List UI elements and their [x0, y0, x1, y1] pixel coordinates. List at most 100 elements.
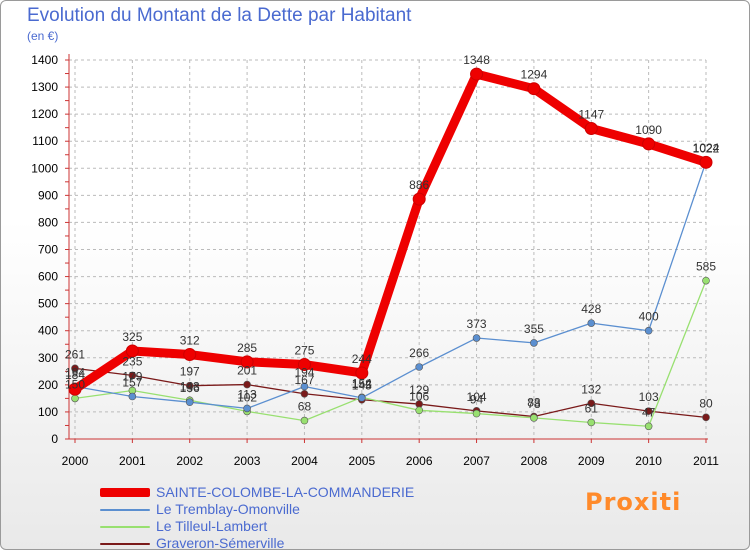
- data-label: 1294: [521, 68, 548, 82]
- data-point: [530, 414, 538, 422]
- data-point: [587, 319, 596, 327]
- data-point: [530, 339, 538, 347]
- data-point: [71, 364, 79, 373]
- data-label: 167: [294, 373, 314, 387]
- x-tick-label: 2011: [693, 454, 719, 468]
- data-label: 150: [65, 377, 85, 391]
- data-point: [243, 380, 251, 389]
- x-tick-label: 2000: [62, 454, 89, 468]
- data-label: 106: [409, 389, 429, 403]
- data-label: 61: [585, 401, 599, 415]
- y-tick-label: 300: [38, 351, 58, 365]
- data-label: 325: [122, 330, 142, 344]
- data-point: [185, 381, 194, 390]
- data-label: 355: [524, 322, 544, 336]
- data-label: 585: [696, 260, 716, 274]
- legend-swatch: [100, 488, 150, 497]
- data-point: [472, 334, 481, 342]
- x-tick-label: 2004: [291, 454, 318, 468]
- data-point: [355, 366, 369, 380]
- data-label: 104: [467, 390, 487, 404]
- legend-swatch: [100, 526, 150, 528]
- data-label: 78: [527, 397, 541, 411]
- data-label: 184: [65, 368, 85, 382]
- y-tick-label: 1000: [31, 161, 58, 175]
- data-label: 152: [352, 377, 372, 391]
- y-tick-label: 600: [38, 270, 58, 284]
- data-label: 1022: [693, 141, 720, 155]
- legend-swatch: [100, 509, 150, 511]
- legend-label: Graveron-Sémerville: [156, 535, 285, 551]
- y-tick-label: 1200: [31, 107, 58, 121]
- data-label: 102: [237, 390, 257, 404]
- data-label: 157: [122, 375, 142, 389]
- data-label: 154: [352, 376, 372, 390]
- data-label: 275: [294, 344, 314, 358]
- series-line-2: [74, 279, 707, 427]
- y-tick-label: 900: [38, 188, 58, 202]
- data-point: [68, 382, 82, 396]
- data-label: 197: [180, 365, 200, 379]
- data-point: [240, 355, 254, 369]
- data-label: 179: [122, 370, 142, 384]
- data-label: 194: [65, 365, 85, 379]
- x-tick-label: 2002: [176, 454, 203, 468]
- data-point: [183, 348, 197, 362]
- y-tick-label: 0: [51, 432, 58, 446]
- data-label: 94: [470, 393, 484, 407]
- data-label: 1348: [463, 53, 490, 67]
- x-tick-label: 2007: [463, 454, 490, 468]
- data-point: [415, 406, 423, 415]
- data-label: 1024: [693, 141, 720, 155]
- data-label: 143: [180, 379, 200, 393]
- x-tick-label: 2008: [521, 454, 548, 468]
- data-point: [644, 422, 653, 431]
- data-point: [644, 326, 653, 335]
- data-point: [358, 394, 366, 402]
- data-label: 145: [352, 379, 372, 393]
- legend-label: SAINTE-COLOMBE-LA-COMMANDERIE: [156, 484, 415, 500]
- y-tick-label: 800: [38, 215, 58, 229]
- data-label: 68: [298, 400, 312, 414]
- chart-title: Evolution du Montant de la Dette par Hab…: [27, 5, 412, 26]
- data-point: [472, 409, 481, 418]
- data-label: 428: [581, 302, 601, 316]
- data-label: 83: [527, 396, 541, 410]
- legend-label: Le Tilleul-Lambert: [156, 518, 268, 534]
- data-point: [584, 121, 598, 135]
- data-point: [128, 392, 137, 401]
- data-point: [702, 413, 710, 422]
- x-tick-label: 2010: [635, 454, 662, 468]
- data-label: 103: [639, 390, 659, 404]
- data-label: 235: [122, 354, 142, 368]
- x-tick-label: 2003: [234, 454, 261, 468]
- series-line-3: [74, 367, 707, 418]
- data-label: 129: [409, 383, 429, 397]
- data-point: [587, 399, 596, 408]
- data-point: [71, 394, 79, 403]
- data-label: 1147: [578, 107, 604, 121]
- series-lines: [68, 67, 713, 431]
- legend-swatch: [100, 543, 150, 545]
- y-tick-label: 400: [38, 324, 58, 338]
- legend-label: Le Tremblay-Omonville: [156, 501, 300, 517]
- grid-lines: [69, 59, 707, 440]
- data-point: [699, 155, 713, 169]
- data-point: [300, 382, 309, 391]
- data-point: [644, 407, 653, 415]
- y-tick-label: 1400: [31, 53, 58, 67]
- y-tick-label: 1100: [32, 134, 58, 148]
- data-label: 266: [409, 346, 429, 360]
- data-point: [125, 344, 139, 358]
- data-label: 244: [352, 352, 372, 366]
- data-point: [297, 358, 311, 372]
- data-label: 373: [467, 317, 487, 331]
- data-point: [300, 416, 309, 425]
- x-tick-label: 2009: [578, 454, 605, 468]
- data-point: [587, 418, 596, 427]
- data-label: 80: [699, 396, 713, 410]
- y-tick-label: 1300: [31, 80, 58, 94]
- data-point: [128, 371, 137, 380]
- data-point: [243, 404, 251, 413]
- data-label: 886: [409, 178, 429, 192]
